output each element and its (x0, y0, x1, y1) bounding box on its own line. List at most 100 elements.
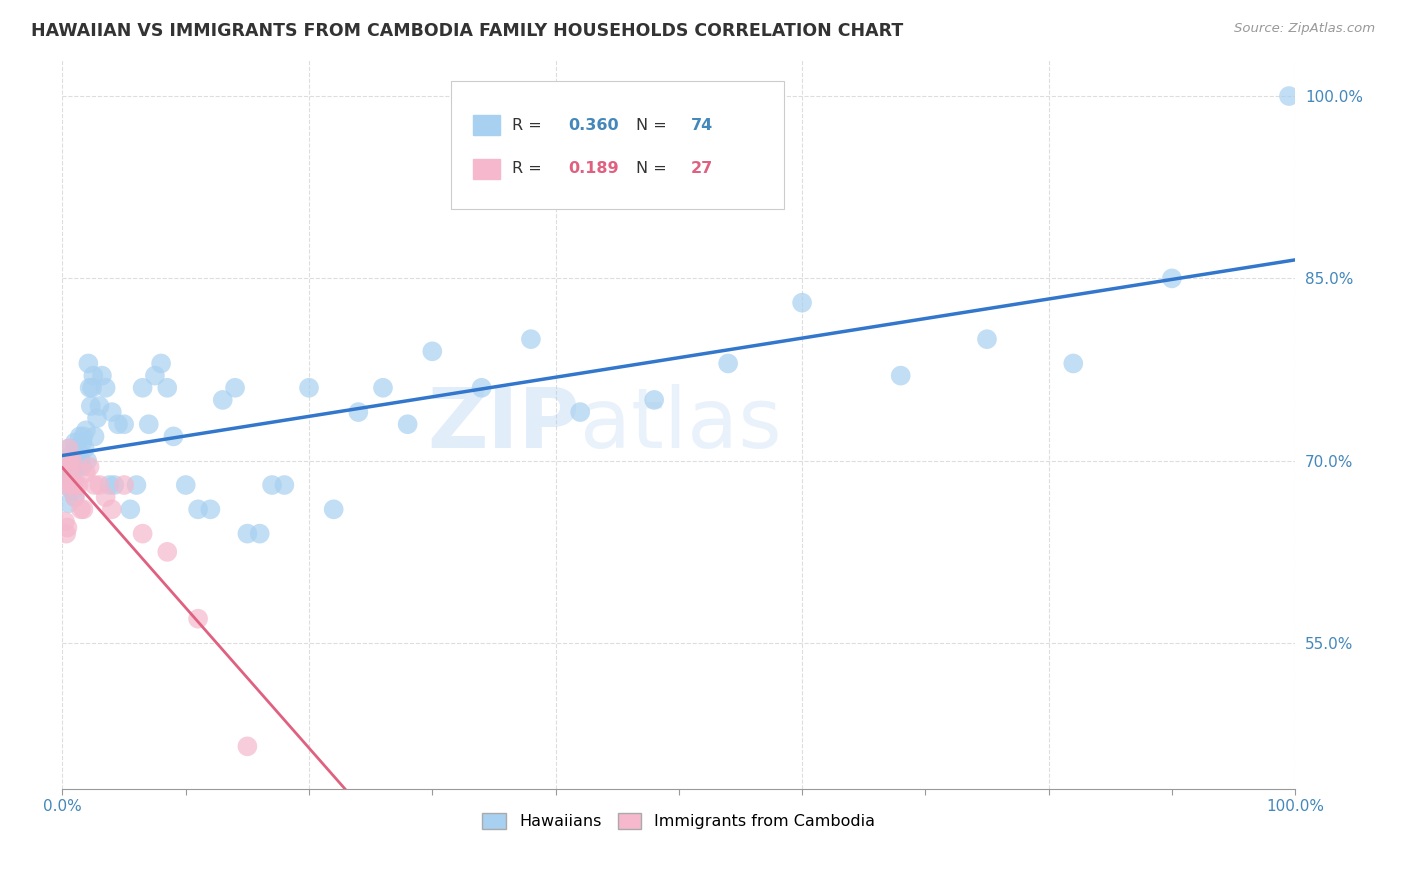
Point (83, 478, 105, 492)
Point (976, 332, 998, 346)
Point (249, 526, 271, 541)
Point (70, 502, 93, 516)
Point (471, 381, 494, 395)
Point (70, 453, 93, 467)
Point (60, 478, 83, 492)
Point (70, 435, 93, 450)
Point (94, 381, 117, 395)
Point (72, 502, 94, 516)
Point (52, 453, 75, 467)
Text: 27: 27 (692, 161, 713, 177)
Point (298, 381, 321, 395)
Text: N =: N = (636, 118, 666, 133)
Point (80, 399, 103, 413)
Point (63, 490, 86, 504)
Text: R =: R = (512, 118, 543, 133)
Point (83, 429, 105, 443)
Point (131, 526, 153, 541)
Point (53, 459, 76, 474)
Text: atlas: atlas (581, 384, 782, 465)
Point (717, 356, 740, 370)
Point (371, 381, 394, 395)
Point (790, 295, 813, 310)
Bar (472, 115, 501, 136)
Point (174, 478, 197, 492)
Point (273, 478, 295, 492)
Point (125, 478, 148, 492)
Point (82, 368, 104, 383)
Point (66, 442, 89, 456)
Point (138, 417, 160, 432)
Text: 0.360: 0.360 (568, 118, 619, 133)
Point (103, 478, 125, 492)
Point (63, 435, 86, 450)
Point (56, 520, 79, 534)
Point (77, 356, 100, 370)
Point (236, 526, 259, 541)
Point (62, 478, 84, 492)
Point (131, 381, 153, 395)
Point (890, 368, 912, 383)
Point (112, 478, 135, 492)
Point (59, 459, 82, 474)
Point (79, 459, 101, 474)
Legend: Hawaiians, Immigrants from Cambodia: Hawaiians, Immigrants from Cambodia (477, 806, 882, 836)
Text: HAWAIIAN VS IMMIGRANTS FROM CAMBODIA FAMILY HOUSEHOLDS CORRELATION CHART: HAWAIIAN VS IMMIGRANTS FROM CAMBODIA FAM… (31, 22, 903, 40)
Point (120, 502, 142, 516)
Point (62, 453, 84, 467)
Point (1062, 356, 1084, 370)
Point (322, 502, 344, 516)
Bar (472, 159, 501, 179)
Point (101, 405, 124, 419)
Text: N =: N = (636, 161, 666, 177)
Point (101, 502, 124, 516)
Point (58, 442, 80, 456)
Point (86, 411, 108, 425)
Point (75, 423, 97, 437)
Point (520, 332, 543, 346)
Point (1160, 271, 1182, 285)
Point (89, 399, 111, 413)
Point (73, 442, 96, 456)
Point (156, 545, 179, 559)
Point (65, 478, 87, 492)
Point (89, 478, 111, 492)
Point (107, 417, 129, 432)
Point (420, 344, 443, 359)
Point (143, 368, 166, 383)
Point (569, 405, 592, 419)
Point (67, 459, 90, 474)
Point (59, 459, 82, 474)
FancyBboxPatch shape (451, 81, 783, 209)
Text: R =: R = (512, 161, 543, 177)
Point (224, 381, 246, 395)
Point (62, 459, 84, 474)
Point (60, 472, 83, 486)
Point (52, 478, 75, 492)
Point (59, 453, 82, 467)
Text: ZIP: ZIP (427, 384, 581, 465)
Point (72, 429, 94, 443)
Point (236, 739, 259, 754)
Point (55, 526, 77, 541)
Point (347, 405, 370, 419)
Point (58, 466, 80, 480)
Point (70, 459, 93, 474)
Point (79, 381, 101, 395)
Point (162, 429, 184, 443)
Point (200, 502, 222, 516)
Point (63, 490, 86, 504)
Point (67, 478, 90, 492)
Point (55, 466, 77, 480)
Point (1278, 89, 1301, 103)
Point (91, 368, 114, 383)
Point (112, 417, 135, 432)
Point (643, 392, 665, 407)
Point (60, 448, 83, 462)
Point (75, 466, 97, 480)
Point (76, 453, 98, 467)
Point (65, 453, 87, 467)
Point (156, 381, 179, 395)
Text: 0.189: 0.189 (568, 161, 619, 177)
Point (58, 442, 80, 456)
